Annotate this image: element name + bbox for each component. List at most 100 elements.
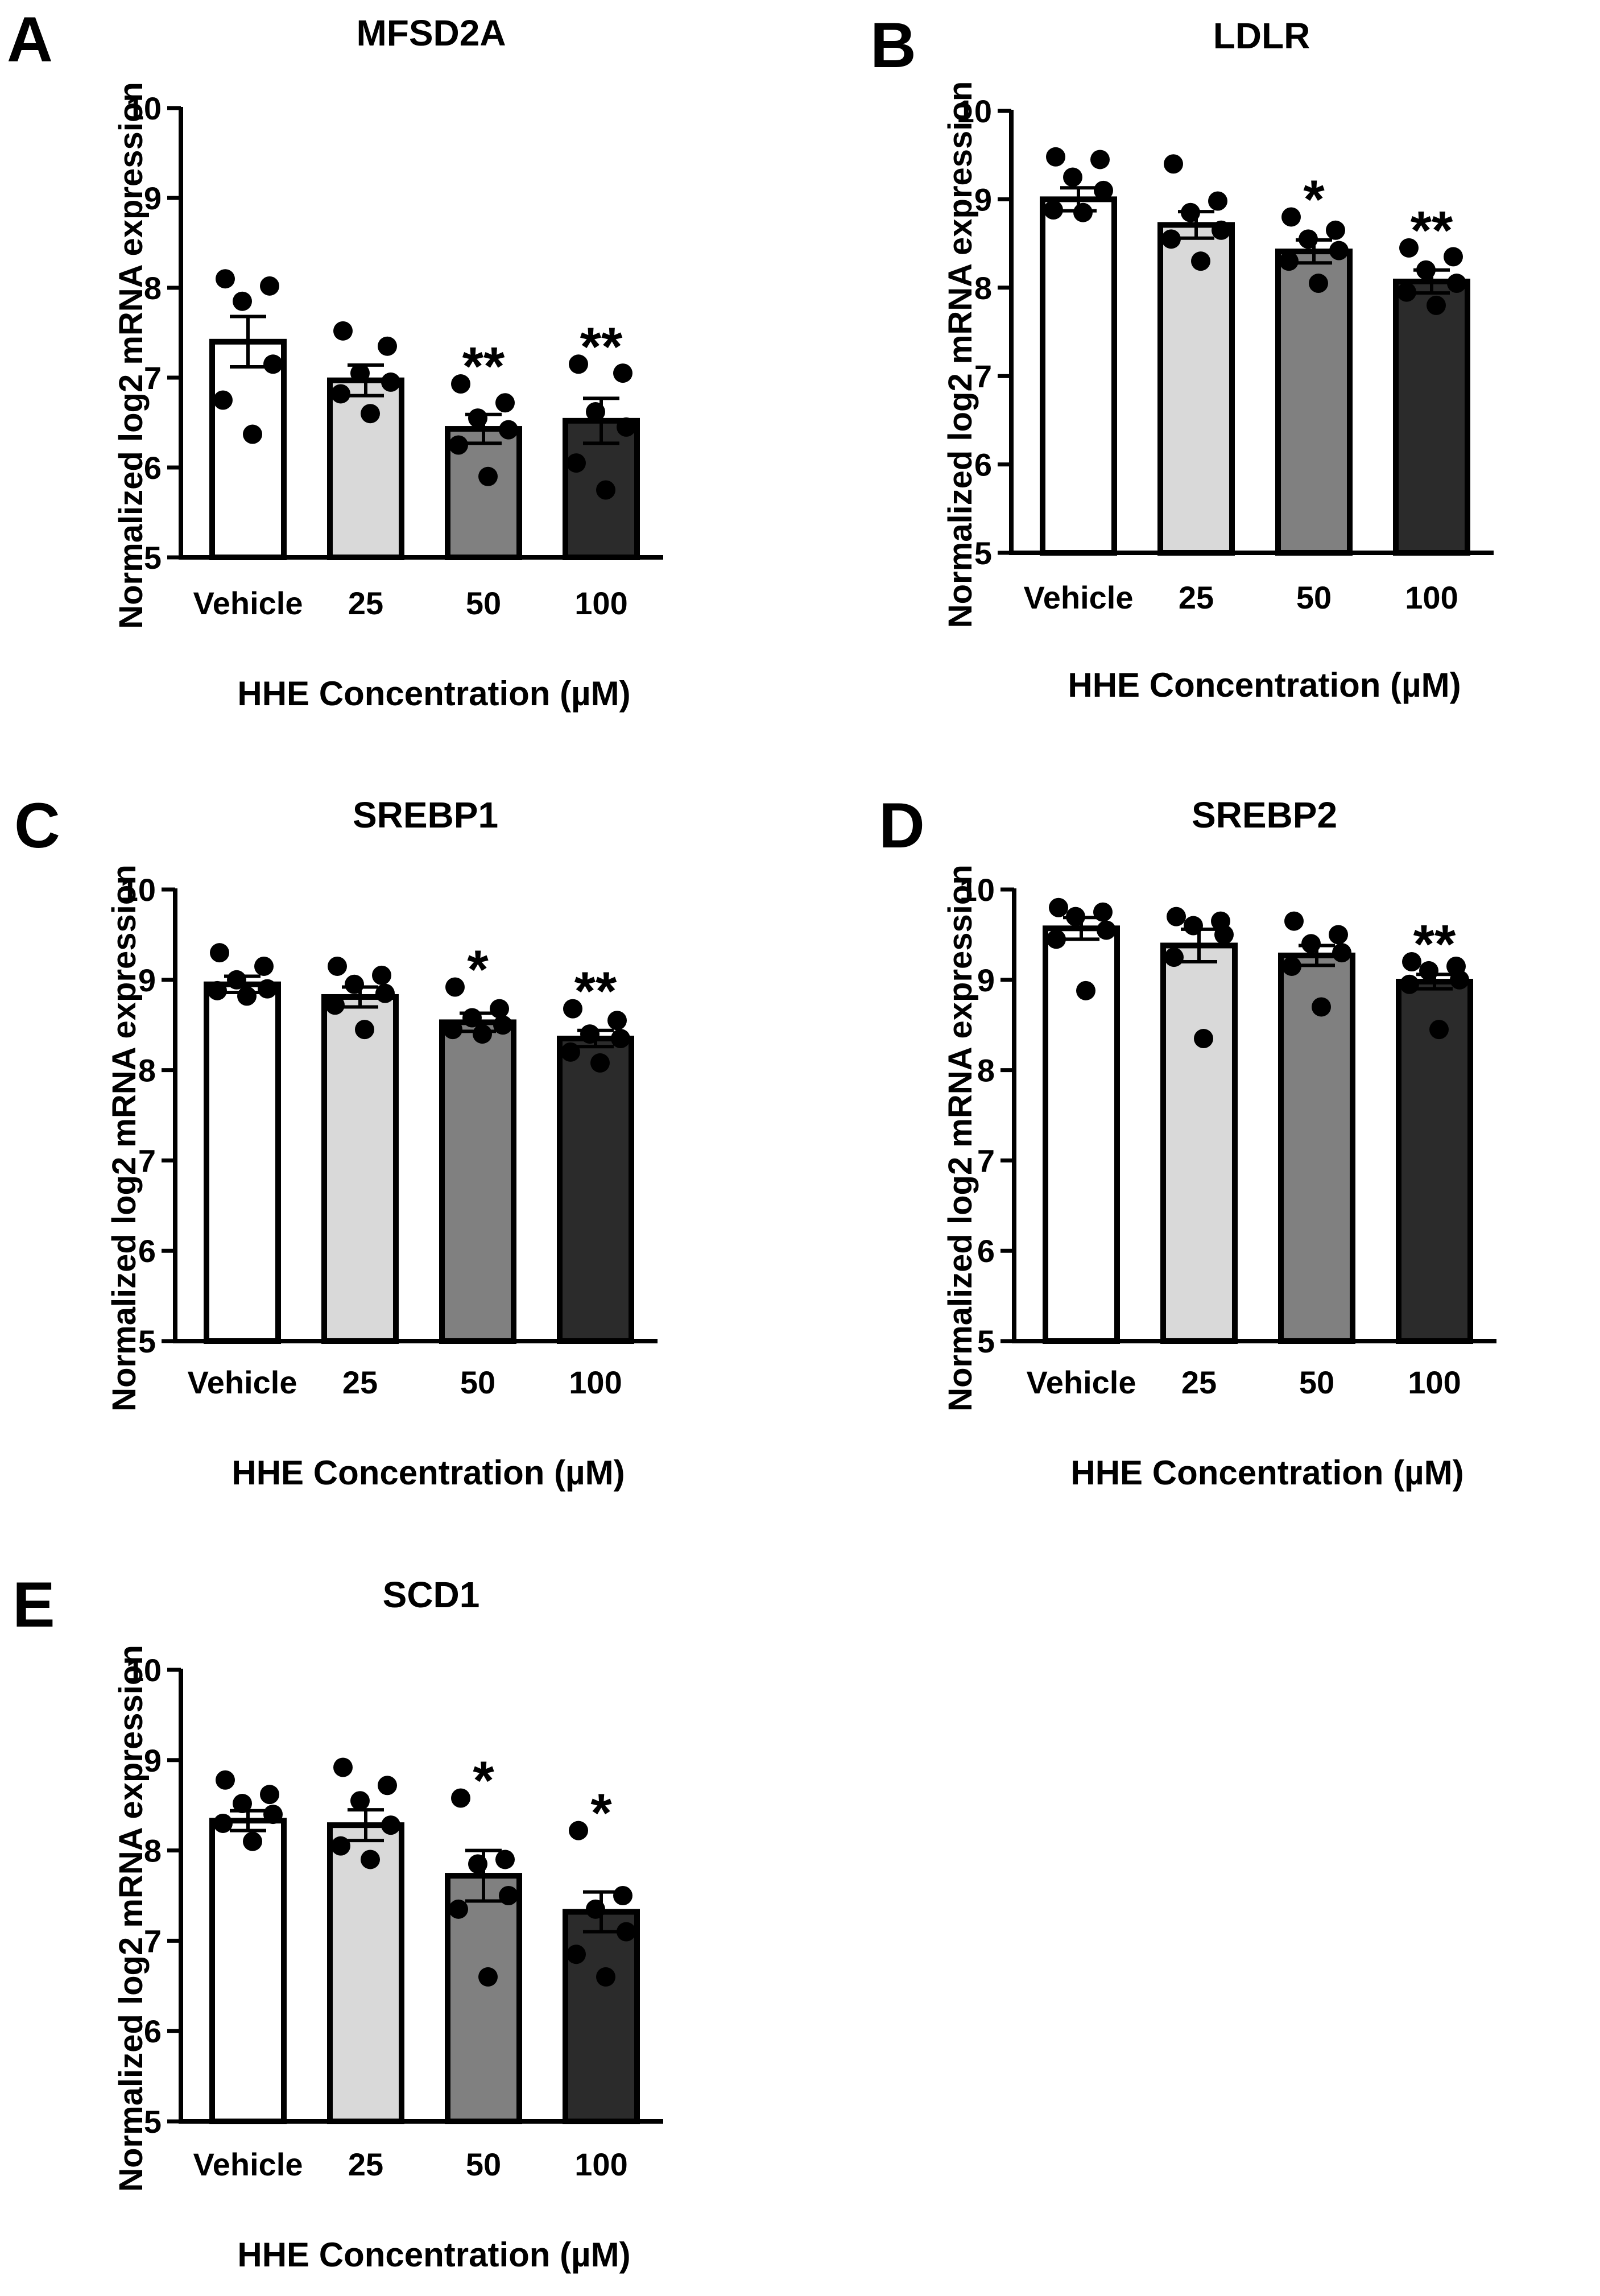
panel-letter: E — [13, 1569, 55, 1640]
data-point — [213, 1813, 233, 1833]
x-axis-label: HHE Concentration (µM) — [1070, 1454, 1463, 1492]
y-tick-label: 9 — [144, 180, 162, 216]
data-point — [1282, 956, 1301, 976]
y-tick-label: 9 — [977, 962, 995, 998]
y-tick-label: 8 — [144, 270, 162, 306]
data-point — [1167, 907, 1186, 926]
data-point — [1284, 911, 1304, 931]
y-tick-label: 8 — [977, 1053, 995, 1089]
x-axis-label: HHE Concentration (µM) — [237, 675, 630, 713]
data-point — [1427, 295, 1446, 315]
data-point — [260, 1785, 279, 1805]
data-point — [1416, 260, 1436, 280]
chart-panel-d: D SREBP2 5 6 7 8 9 10 Vehicle 25 50 100 ** HHE Concen… — [879, 790, 1496, 1492]
data-point — [361, 1850, 380, 1869]
data-point — [1402, 952, 1421, 972]
y-tick-label: 7 — [977, 1143, 995, 1178]
data-point — [1429, 1020, 1449, 1040]
data-point — [1184, 916, 1203, 936]
y-tick-label: 7 — [144, 1923, 162, 1959]
data-point — [208, 981, 227, 1000]
significance-label: ** — [462, 336, 505, 397]
data-point — [1281, 207, 1301, 227]
x-tick-label: Vehicle — [193, 2146, 303, 2182]
chart-title: SCD1 — [383, 1574, 480, 1615]
chart-title: SREBP1 — [353, 795, 498, 835]
panel-letter: A — [7, 4, 53, 75]
data-point — [1063, 167, 1082, 187]
y-tick-label: 6 — [144, 450, 162, 486]
y-tick-label: 6 — [977, 1233, 995, 1269]
chart-title: SREBP2 — [1192, 795, 1337, 835]
data-point — [1046, 147, 1065, 167]
x-axis-label: HHE Concentration (µM) — [231, 1454, 625, 1492]
data-point — [596, 480, 615, 500]
bar — [209, 1818, 287, 2125]
x-axis-label: HHE Concentration (µM) — [237, 2236, 630, 2274]
data-point — [1073, 202, 1093, 222]
data-point — [1299, 229, 1318, 249]
y-tick-label: 10 — [126, 90, 162, 126]
data-point — [1097, 920, 1116, 940]
data-point — [375, 983, 395, 1003]
data-point — [495, 1850, 515, 1869]
x-tick-label: 50 — [466, 585, 501, 621]
x-tick-label: Vehicle — [187, 1364, 297, 1400]
bar — [1396, 978, 1473, 1344]
y-axis-label: Normalized log2 mRNA expression — [113, 82, 150, 629]
x-tick-label: 25 — [342, 1364, 378, 1400]
significance-label: ** — [1411, 200, 1453, 261]
data-point — [227, 970, 246, 990]
data-point — [580, 1024, 600, 1044]
chart-panel-e: E SCD1 5 6 7 8 9 10 Vehicle 25 50 * 100 * HHE Concentr… — [13, 1569, 663, 2274]
data-point — [1194, 1029, 1213, 1049]
data-point — [243, 424, 262, 444]
data-point — [378, 1776, 397, 1796]
data-point — [1447, 274, 1466, 293]
x-tick-label: 50 — [1296, 580, 1332, 615]
y-axis-label: Normalized log2 mRNA expression — [942, 81, 979, 628]
panel-letter: B — [870, 10, 916, 81]
y-tick-label: 5 — [977, 1323, 995, 1359]
data-point — [237, 986, 257, 1006]
data-point — [1164, 154, 1183, 174]
data-point — [490, 999, 509, 1019]
x-tick-label: Vehicle — [193, 585, 303, 621]
data-point — [1399, 238, 1419, 258]
y-tick-label: 6 — [974, 447, 992, 483]
data-point — [381, 372, 400, 392]
bar — [439, 1019, 516, 1344]
data-point — [1044, 200, 1063, 220]
x-tick-label: 100 — [574, 585, 627, 621]
data-point — [1076, 981, 1095, 1000]
data-point — [378, 336, 397, 356]
y-tick-label: 10 — [957, 93, 992, 129]
x-tick-label: 25 — [348, 585, 383, 621]
x-tick-label: Vehicle — [1023, 580, 1133, 615]
y-tick-label: 6 — [144, 2013, 162, 2049]
y-tick-label: 5 — [138, 1323, 156, 1359]
data-point — [462, 1008, 482, 1028]
data-point — [590, 1053, 610, 1073]
bar — [1278, 952, 1355, 1344]
chart-title: LDLR — [1213, 15, 1310, 56]
data-point — [331, 1836, 350, 1856]
significance-label: * — [590, 1783, 612, 1844]
data-point — [567, 453, 586, 473]
bar — [204, 981, 281, 1344]
data-point — [1329, 241, 1349, 260]
x-tick-label: 100 — [1405, 580, 1458, 615]
chart-panel-c: C SREBP1 5 6 7 8 9 10 Vehicle 25 50 * 100 ** HHE Conce… — [14, 790, 658, 1492]
data-point — [1326, 220, 1345, 240]
y-tick-label: 8 — [974, 270, 992, 306]
data-point — [1161, 229, 1181, 249]
data-point — [1450, 970, 1469, 990]
data-point — [561, 1042, 580, 1062]
data-point — [331, 384, 350, 404]
y-tick-label: 8 — [144, 1833, 162, 1869]
data-point — [567, 1945, 586, 1964]
data-point — [586, 402, 605, 422]
panel-letter: D — [879, 790, 925, 861]
data-point — [1094, 180, 1113, 200]
